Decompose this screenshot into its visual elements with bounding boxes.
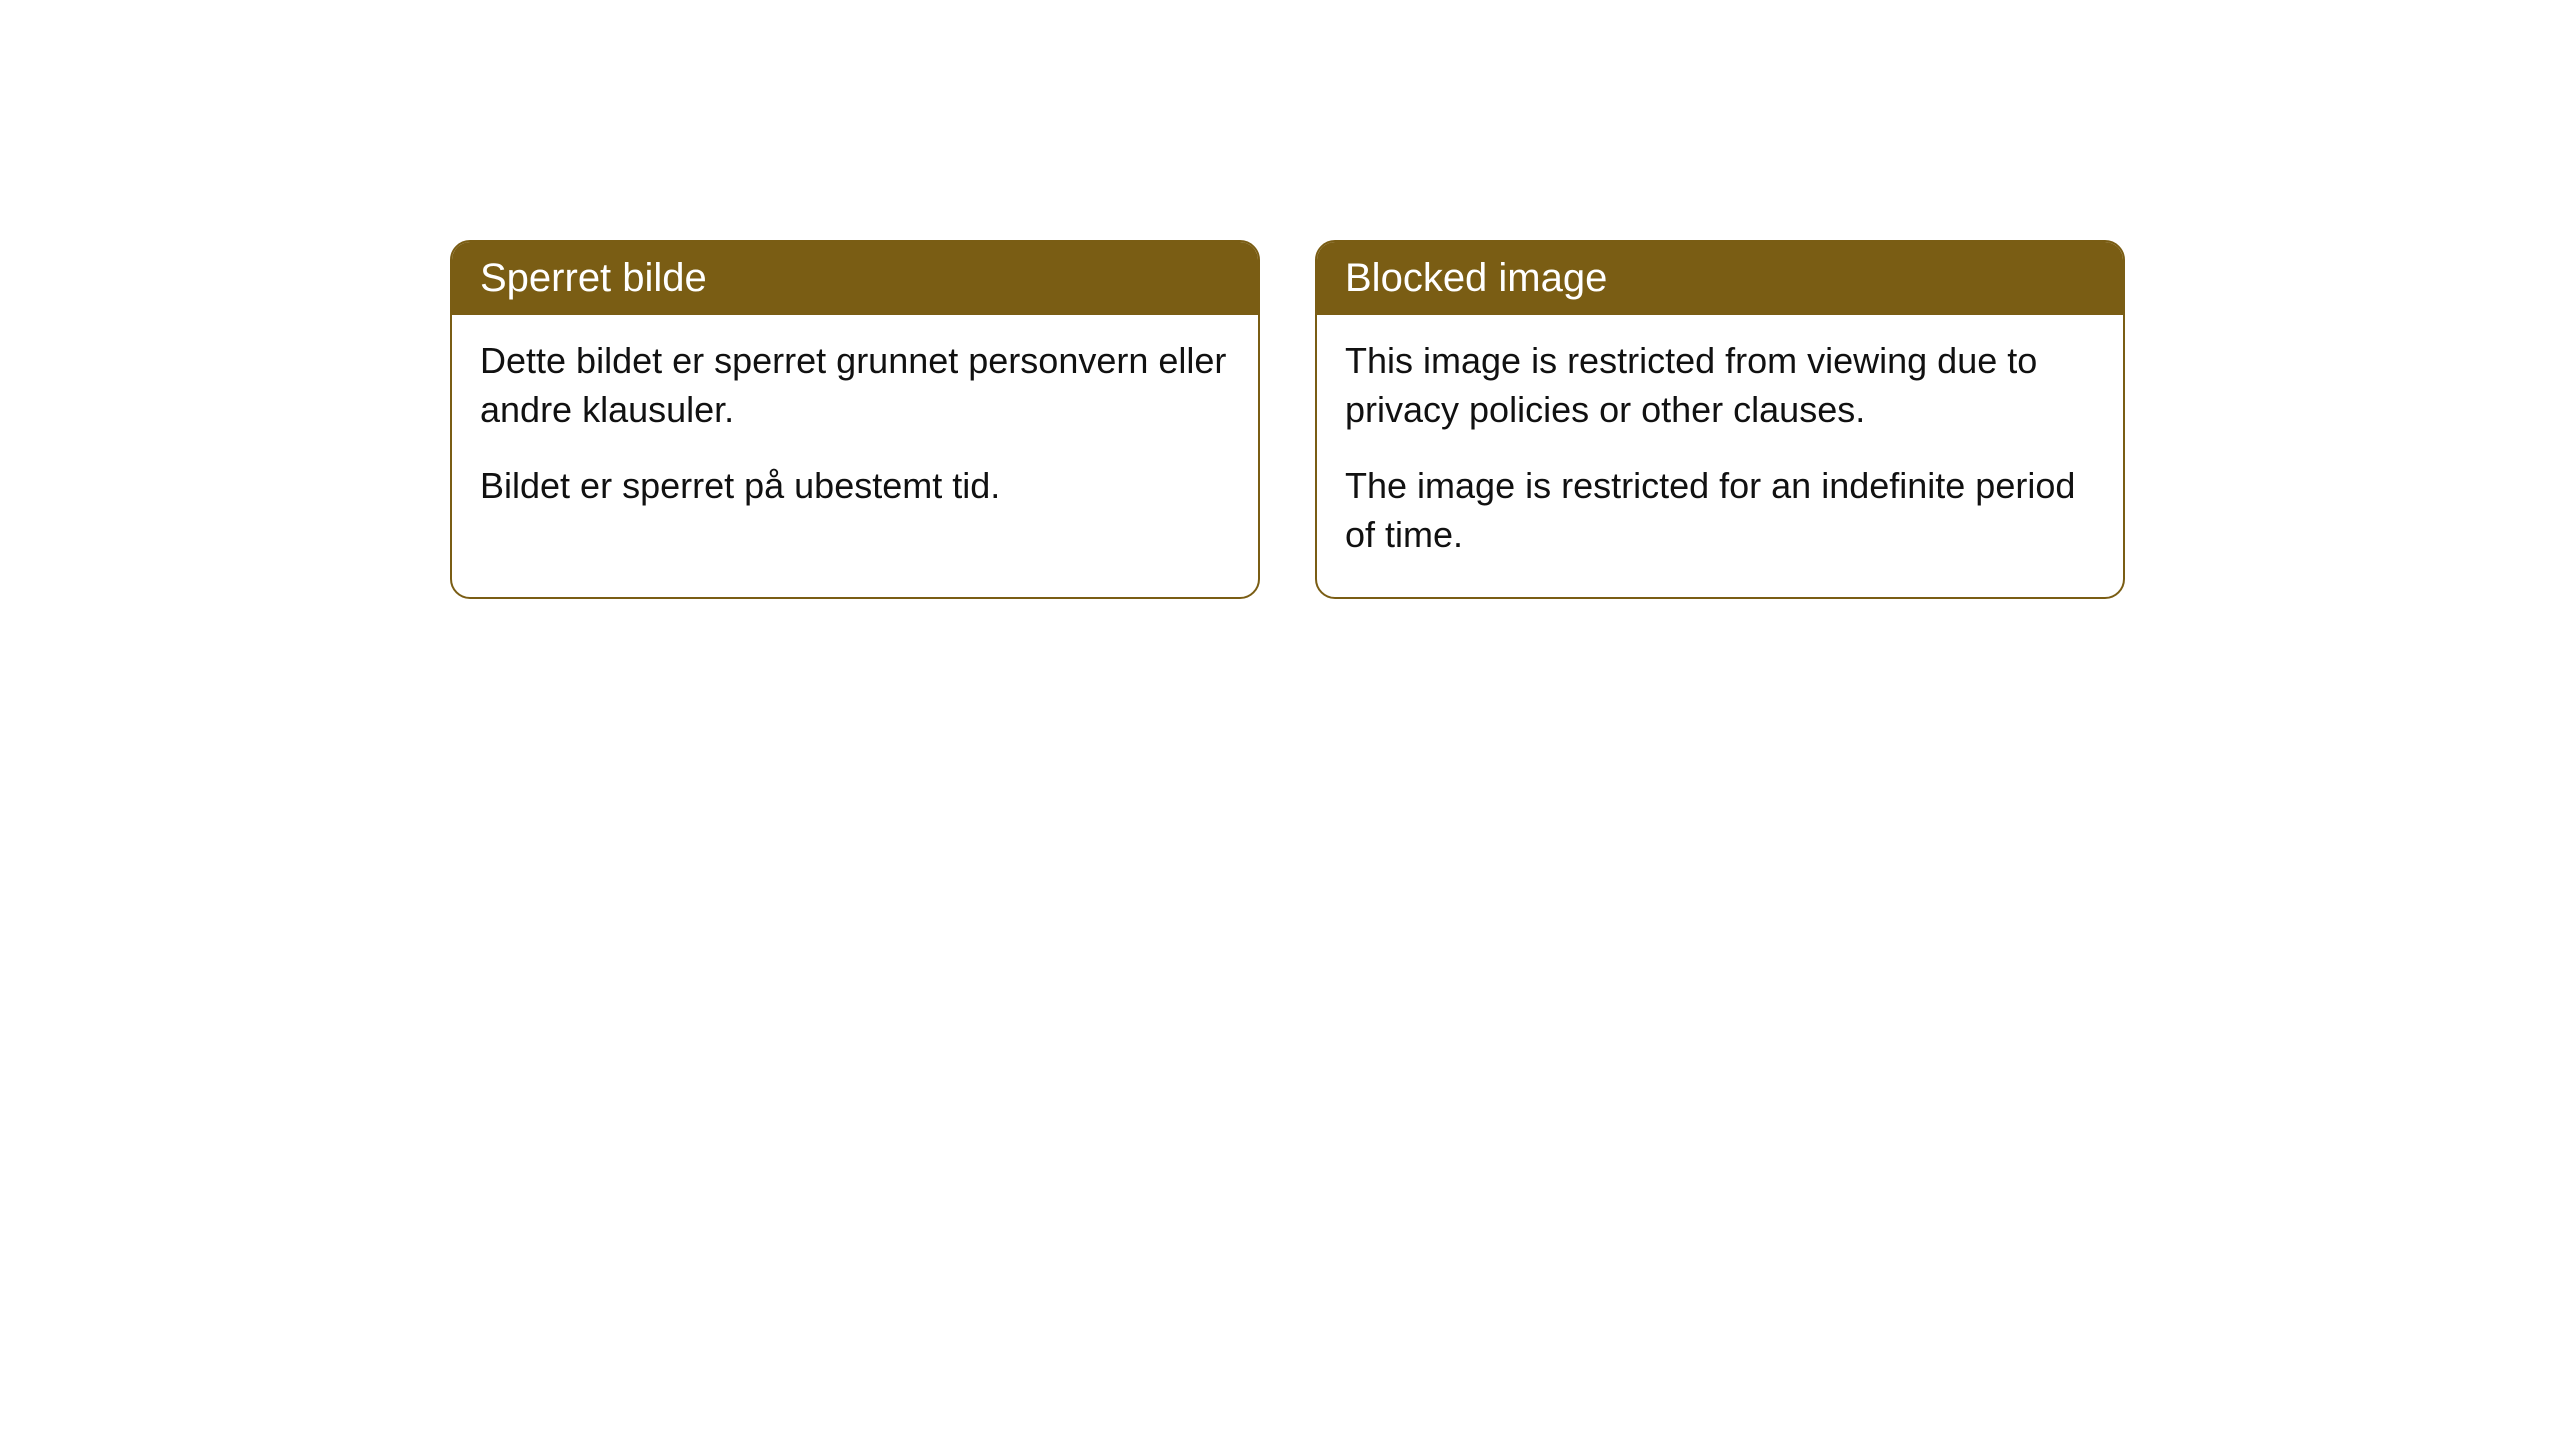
cards-container: Sperret bilde Dette bildet er sperret gr… (450, 240, 2125, 599)
card-header-english: Blocked image (1317, 242, 2123, 315)
card-title-norwegian: Sperret bilde (480, 256, 707, 300)
card-body-english: This image is restricted from viewing du… (1317, 315, 2123, 597)
card-title-english: Blocked image (1345, 256, 1607, 300)
card-paragraph-1-norwegian: Dette bildet er sperret grunnet personve… (480, 337, 1230, 434)
card-paragraph-2-english: The image is restricted for an indefinit… (1345, 462, 2095, 559)
card-paragraph-2-norwegian: Bildet er sperret på ubestemt tid. (480, 462, 1230, 511)
card-norwegian: Sperret bilde Dette bildet er sperret gr… (450, 240, 1260, 599)
card-body-norwegian: Dette bildet er sperret grunnet personve… (452, 315, 1258, 549)
card-header-norwegian: Sperret bilde (452, 242, 1258, 315)
card-paragraph-1-english: This image is restricted from viewing du… (1345, 337, 2095, 434)
card-english: Blocked image This image is restricted f… (1315, 240, 2125, 599)
